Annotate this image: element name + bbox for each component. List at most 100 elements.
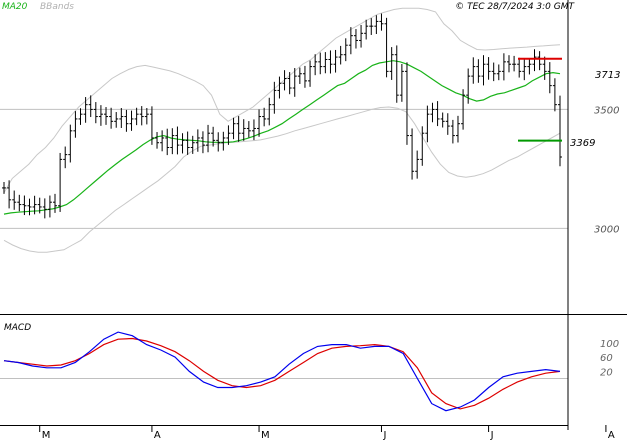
price-bar (471, 57, 476, 84)
price-bar (98, 105, 103, 126)
price-bar (78, 108, 83, 125)
price-bar (527, 58, 532, 75)
price-bar (430, 102, 435, 123)
price-bar (236, 116, 241, 142)
price-bar (445, 113, 450, 135)
price-bar (32, 195, 37, 215)
price-bar (195, 129, 200, 152)
price-bar (262, 107, 267, 127)
bband-lower-line (3, 106, 561, 253)
resistance-label: 3713 (595, 70, 620, 81)
price-bar (119, 107, 124, 128)
price-bar (379, 13, 384, 31)
price-bar (394, 45, 399, 103)
price-bar (37, 197, 42, 214)
price-bar (542, 56, 547, 80)
price-bar (425, 105, 430, 143)
price-bar (42, 198, 47, 219)
price-bar (348, 27, 353, 55)
price-bar (466, 68, 471, 104)
price-bar (139, 106, 144, 126)
price-bar (532, 49, 537, 72)
price-panel: 3000 3500 (0, 7, 619, 253)
macd-panel: 100 60 20 (0, 331, 619, 412)
price-bar (272, 81, 277, 114)
macd-tick-label: 100 (600, 339, 619, 350)
price-bar (558, 95, 562, 167)
price-bar (129, 110, 134, 131)
price-bar (109, 107, 114, 129)
price-bar (410, 128, 415, 180)
price-bar (22, 195, 27, 216)
price-bar (323, 52, 328, 74)
source-timestamp: © TEC 28/7/2024 3:0 GMT (455, 2, 575, 12)
price-bar (93, 102, 98, 124)
price-bar (333, 49, 338, 73)
price-bar (251, 119, 256, 141)
price-bar (302, 65, 307, 88)
ma20-legend: MA20 (2, 2, 28, 12)
price-bar (384, 17, 389, 78)
price-bar (221, 131, 226, 151)
price-tick-label: 3500 (594, 105, 619, 116)
price-bar (450, 119, 455, 144)
support-label: 3369 (570, 138, 595, 149)
price-bar (58, 152, 63, 212)
price-bar (461, 89, 466, 130)
price-bar (231, 117, 236, 140)
month-tick-label: J (382, 430, 386, 440)
price-bar (552, 78, 557, 112)
price-bar (501, 53, 506, 81)
month-tick-label: M (261, 430, 270, 440)
price-bar (149, 106, 154, 145)
month-tick-label: J (490, 430, 494, 440)
month-tick-label: A (608, 430, 615, 440)
price-bar (114, 112, 119, 128)
price-bar (476, 59, 481, 83)
price-bar (404, 62, 409, 145)
price-bar (68, 124, 73, 163)
price-bar (257, 109, 262, 137)
price-bar (491, 62, 496, 82)
price-bar (435, 101, 440, 127)
price-tick-label: 3000 (594, 224, 619, 235)
price-bar (338, 45, 343, 65)
price-bar (318, 52, 323, 75)
price-bar (420, 126, 425, 166)
price-bar (308, 60, 313, 87)
price-bar (216, 132, 221, 152)
price-bar (364, 19, 369, 40)
price-bar (496, 64, 501, 81)
price-bar (73, 111, 78, 138)
price-bar (415, 150, 420, 179)
macd-signal-line (3, 337, 561, 410)
price-bar (297, 67, 302, 84)
price-bar (292, 68, 297, 97)
price-bar (206, 124, 211, 153)
price-bar (267, 97, 272, 126)
price-bar (7, 180, 12, 209)
price-bar (369, 18, 374, 35)
price-bar (241, 119, 246, 141)
ma20-line (3, 60, 561, 215)
price-bar (246, 121, 251, 138)
price-bar (83, 97, 88, 123)
price-bar (190, 135, 195, 154)
macd-tick-label: 60 (600, 353, 613, 364)
price-bar (12, 190, 17, 210)
price-bar (104, 107, 109, 125)
price-bar (180, 133, 185, 154)
price-bar (63, 146, 68, 169)
price-bar (226, 125, 231, 145)
price-bar (440, 112, 445, 128)
price-bar (328, 50, 333, 74)
price-bar (47, 195, 52, 218)
price-bar (343, 38, 348, 62)
price-bar (506, 55, 511, 73)
price-bar (134, 107, 139, 126)
price-bar (200, 131, 205, 154)
price-bar (27, 198, 32, 216)
price-bar (165, 128, 170, 156)
